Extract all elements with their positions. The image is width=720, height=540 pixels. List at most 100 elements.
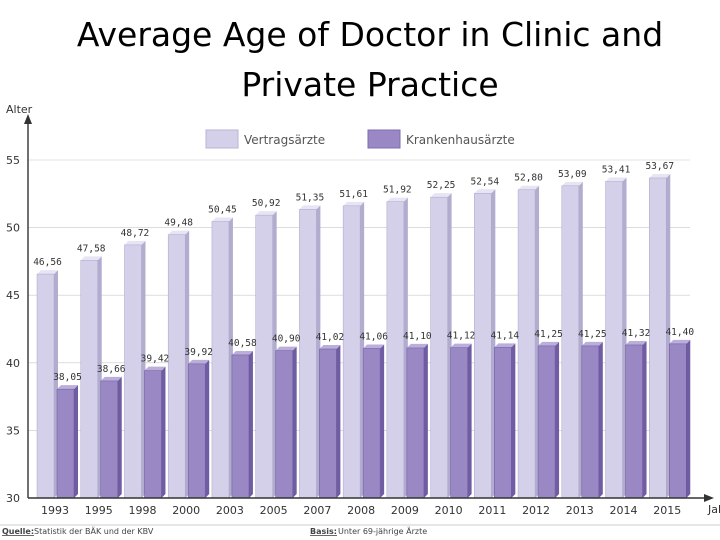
bar-side xyxy=(555,341,560,498)
bar-top xyxy=(649,173,671,178)
y-axis-label: Alter xyxy=(6,103,33,116)
bar-top xyxy=(100,376,122,381)
bar-side xyxy=(292,346,297,498)
x-tick-label: 2015 xyxy=(653,504,681,517)
bar-top xyxy=(450,343,472,348)
slide-title: Average Age of Doctor in Clinic and Priv… xyxy=(40,10,700,110)
bar-vertragsaerzte xyxy=(561,185,580,499)
x-tick-label: 2012 xyxy=(522,504,550,517)
value-label: 53,67 xyxy=(645,161,674,172)
bar-vertragsaerzte xyxy=(605,181,623,499)
bar-top xyxy=(430,193,452,198)
value-label: 48,72 xyxy=(121,228,150,239)
bar-krankenhausaerzte xyxy=(275,350,293,499)
bar-vertragsaerzte xyxy=(474,193,492,499)
bar-krankenhausaerzte xyxy=(144,370,162,499)
legend-swatch-krankenhausaerzte xyxy=(367,129,401,149)
y-tick-label: 45 xyxy=(6,289,20,302)
bar-top xyxy=(80,256,102,261)
x-tick-label: 1998 xyxy=(128,504,156,517)
bar-vertragsaerzte xyxy=(517,189,536,499)
bar-side xyxy=(248,350,253,498)
x-tick-label: 2014 xyxy=(610,504,638,517)
bar-vertragsaerzte xyxy=(80,260,98,499)
value-label: 49,48 xyxy=(164,218,193,229)
bar-top xyxy=(57,385,78,390)
bar-top xyxy=(474,189,496,194)
x-tick-label: 2008 xyxy=(347,504,375,517)
y-tick-label: 40 xyxy=(6,357,20,370)
legend-swatch-vertragsaerzte xyxy=(205,129,239,149)
bar-vertragsaerzte xyxy=(211,221,230,499)
y-tick-label: 35 xyxy=(6,424,20,437)
bar-side xyxy=(467,343,472,498)
bar-side xyxy=(598,341,603,498)
bar-side xyxy=(511,343,516,498)
value-label: 51,35 xyxy=(296,192,325,203)
bar-vertragsaerzte xyxy=(36,273,55,499)
basis-text: Unter 69-jährige Ärzte xyxy=(338,526,427,536)
value-label: 41,02 xyxy=(316,332,345,343)
source-text: Statistik der BÄK und der KBV xyxy=(34,526,154,536)
x-tick-label: 2010 xyxy=(435,504,463,517)
legend-label-vertragsaerzte: Vertragsärzte xyxy=(244,133,325,147)
value-label: 41,10 xyxy=(403,331,432,342)
bar-top xyxy=(669,339,691,344)
value-label: 41,40 xyxy=(665,327,694,338)
value-label: 52,54 xyxy=(471,176,500,187)
value-label: 41,14 xyxy=(491,330,520,341)
value-label: 47,58 xyxy=(77,243,106,254)
bar-vertragsaerzte xyxy=(342,205,361,499)
x-tick-label: 2000 xyxy=(172,504,200,517)
y-tick-labels: 30 35 40 45 50 55 xyxy=(6,154,20,505)
bar-side xyxy=(380,344,385,498)
bar-vertragsaerzte xyxy=(430,196,448,499)
bar-side xyxy=(686,339,691,498)
bar-top xyxy=(343,201,365,206)
bar-vertragsaerzte xyxy=(299,209,317,499)
value-label: 50,45 xyxy=(208,205,237,216)
bar-vertragsaerzte xyxy=(649,177,667,499)
bar-vertragsaerzte xyxy=(167,234,186,499)
x-tick-label: 2011 xyxy=(478,504,506,517)
legend-label-krankenhausaerzte: Krankenhausärzte xyxy=(406,133,515,147)
x-tick-label: 1995 xyxy=(85,504,113,517)
value-label: 52,25 xyxy=(427,180,456,191)
value-label: 40,90 xyxy=(272,334,301,345)
bar-krankenhausaerzte xyxy=(100,380,118,499)
bar-top xyxy=(538,341,560,346)
bar-top xyxy=(363,344,385,349)
value-label: 41,12 xyxy=(447,331,476,342)
bar-krankenhausaerzte xyxy=(231,354,250,499)
bar-top xyxy=(211,217,233,222)
bar-krankenhausaerzte xyxy=(537,345,556,499)
value-label: 41,25 xyxy=(578,329,607,340)
bar-top xyxy=(37,270,58,275)
slide-title-line1: Average Age of Doctor in Clinic and xyxy=(76,15,664,54)
value-label: 46,56 xyxy=(33,257,62,268)
bar-top xyxy=(605,177,627,182)
bar-top xyxy=(124,240,146,245)
bar-top xyxy=(386,197,408,202)
bar-krankenhausaerzte xyxy=(450,347,468,499)
value-label: 39,92 xyxy=(184,347,213,358)
bar-top xyxy=(561,181,583,186)
bar-top xyxy=(188,359,210,364)
bar-side xyxy=(74,385,78,498)
bar-top xyxy=(255,211,277,216)
x-tick-label: 2009 xyxy=(391,504,419,517)
x-tick-labels: 1993 1995 1998 2000 2003 2005 2007 2008 2009 2010… xyxy=(41,504,681,517)
bar-krankenhausaerzte xyxy=(581,345,600,499)
x-tick-label: 1993 xyxy=(41,504,69,517)
bar-top xyxy=(518,185,540,190)
bar-krankenhausaerzte xyxy=(406,347,425,499)
bar-side xyxy=(205,359,210,498)
bar-krankenhausaerzte xyxy=(362,348,381,499)
bar-krankenhausaerzte xyxy=(669,343,687,499)
bar-top xyxy=(275,346,297,351)
legend: Vertragsärzte Krankenhausärzte xyxy=(205,129,515,149)
bar-top xyxy=(625,340,647,345)
bar-top xyxy=(581,341,603,346)
source-label: Quelle: xyxy=(2,527,34,536)
x-tick-label: 2003 xyxy=(216,504,244,517)
